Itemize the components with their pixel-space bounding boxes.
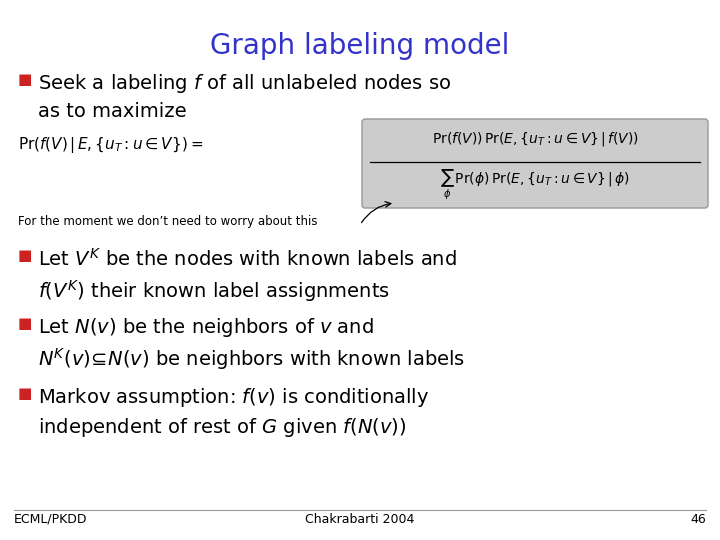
Text: ■: ■: [18, 248, 32, 263]
FancyBboxPatch shape: [362, 119, 708, 208]
Text: ■: ■: [18, 386, 32, 401]
Text: independent of rest of $G$ given $f(\mathit{N}(v))$: independent of rest of $G$ given $f(\mat…: [38, 416, 407, 439]
Text: Let $\mathit{N}(v)$ be the neighbors of $v$ and: Let $\mathit{N}(v)$ be the neighbors of …: [38, 316, 374, 339]
Text: as to maximize: as to maximize: [38, 102, 186, 121]
Text: Seek a labeling $f$ of all unlabeled nodes so: Seek a labeling $f$ of all unlabeled nod…: [38, 72, 451, 95]
Text: ■: ■: [18, 316, 32, 331]
Text: ECML/PKDD: ECML/PKDD: [14, 513, 88, 526]
Text: Markov assumption: $f(v)$ is conditionally: Markov assumption: $f(v)$ is conditional…: [38, 386, 429, 409]
Text: $\sum_\phi\,\mathrm{Pr}(\phi)\,\mathrm{Pr}(E,\{u_T : u \in V\}\,|\,\phi)$: $\sum_\phi\,\mathrm{Pr}(\phi)\,\mathrm{P…: [440, 168, 630, 202]
Text: $\mathrm{Pr}(f(V)\,|\,E,\{u_T : u \in V\}) = $: $\mathrm{Pr}(f(V)\,|\,E,\{u_T : u \in V\…: [18, 135, 203, 155]
Text: Let $V^K$ be the nodes with known labels and: Let $V^K$ be the nodes with known labels…: [38, 248, 457, 270]
Text: ■: ■: [18, 72, 32, 87]
Text: 46: 46: [690, 513, 706, 526]
Text: Chakrabarti 2004: Chakrabarti 2004: [305, 513, 415, 526]
Text: $f(V^K)$ their known label assignments: $f(V^K)$ their known label assignments: [38, 278, 390, 304]
Text: $\mathit{N}^K(v)\!\subseteq\!\mathit{N}(v)$ be neighbors with known labels: $\mathit{N}^K(v)\!\subseteq\!\mathit{N}(…: [38, 346, 465, 372]
Text: For the moment we don’t need to worry about this: For the moment we don’t need to worry ab…: [18, 215, 318, 228]
Text: Graph labeling model: Graph labeling model: [210, 32, 510, 60]
Text: $\mathrm{Pr}(f(V))\,\mathrm{Pr}(E,\{u_T : u \in V\}\,|\,f(V))$: $\mathrm{Pr}(f(V))\,\mathrm{Pr}(E,\{u_T …: [431, 130, 639, 148]
